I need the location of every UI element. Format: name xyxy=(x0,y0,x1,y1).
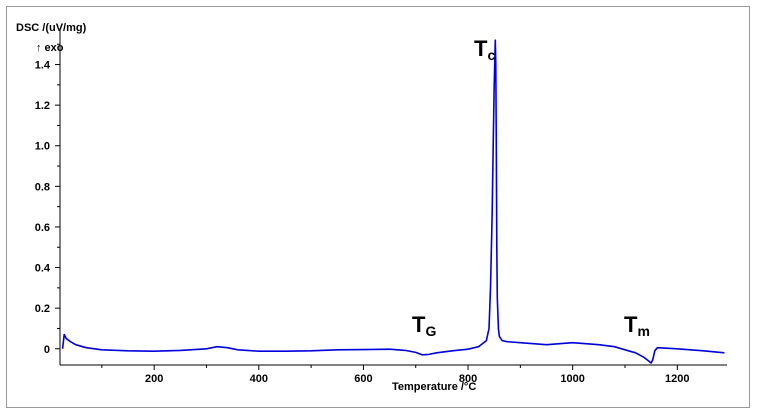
y-tick-label-6: 1.2 xyxy=(35,100,50,112)
y-tick-label-3: 0.6 xyxy=(35,222,50,234)
x-axis-title: Temperature /°C xyxy=(392,381,477,393)
y-tick-label-4: 0.8 xyxy=(35,181,50,193)
y-tick-label-2: 0.4 xyxy=(35,263,51,275)
y-tick-label-5: 1.0 xyxy=(35,141,50,153)
x-tick-label-5: 1200 xyxy=(665,373,689,385)
y-tick-label-7: 1.4 xyxy=(35,60,51,72)
x-tick-label-1: 400 xyxy=(250,373,268,385)
x-tick-label-3: 800 xyxy=(459,373,477,385)
chart-frame xyxy=(6,6,750,408)
y-axis-title: DSC /(uV/mg) xyxy=(16,22,87,34)
x-tick-label-2: 600 xyxy=(354,373,372,385)
tg-annotation: TG xyxy=(412,312,437,339)
y-tick-label-1: 0.2 xyxy=(35,303,50,315)
x-tick-label-4: 1000 xyxy=(560,373,584,385)
dsc-series-line-0 xyxy=(61,39,725,364)
x-tick-label-0: 200 xyxy=(145,373,163,385)
tc-annotation: Tc xyxy=(474,36,496,63)
y-tick-label-0: 0 xyxy=(44,344,50,356)
exo-arrow-label: ↑ exo xyxy=(36,42,64,54)
tm-annotation: Tm xyxy=(624,312,650,339)
